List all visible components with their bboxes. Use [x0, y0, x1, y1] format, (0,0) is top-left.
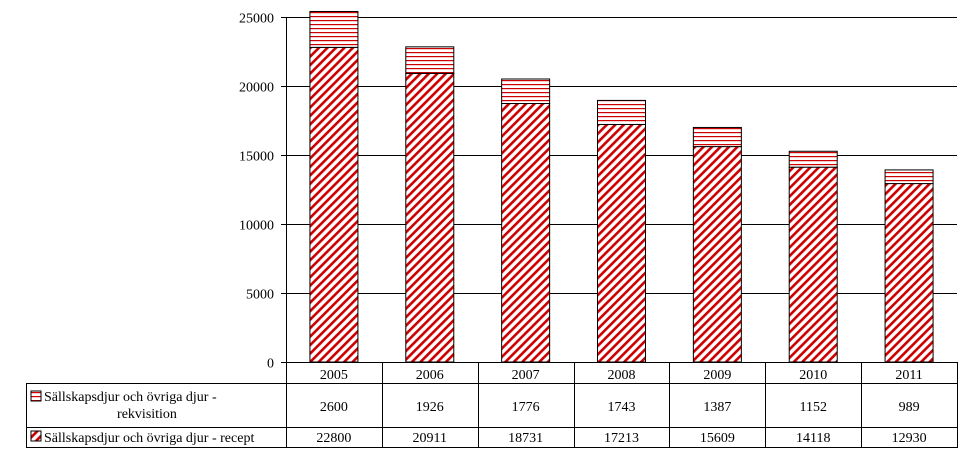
bar-recept	[692, 146, 742, 363]
x-category-label: 2005	[320, 368, 348, 383]
bar-rekvisition	[405, 46, 455, 74]
bar-rekvisition	[788, 150, 838, 168]
data-label-rekvisition: 1387	[703, 400, 731, 415]
bar-rekvisition	[597, 99, 646, 125]
x-category-label: 2009	[703, 368, 731, 383]
data-label-rekvisition: 1743	[608, 400, 636, 415]
bar-recept	[597, 123, 646, 363]
legend-swatch-recept	[30, 430, 42, 442]
data-label-recept: 17213	[604, 431, 639, 446]
bar-recept	[788, 166, 838, 363]
x-category-label: 2011	[895, 368, 922, 383]
data-label-rekvisition: 2600	[320, 400, 348, 415]
data-label-recept: 15609	[700, 431, 735, 446]
data-label-recept: 22800	[316, 431, 351, 446]
bar-rekvisition	[501, 78, 551, 105]
x-category-label: 2007	[512, 368, 540, 383]
data-label-recept: 18731	[508, 431, 543, 446]
bar-rekvisition	[884, 169, 934, 185]
bar-recept	[884, 183, 934, 363]
data-label-recept: 14118	[796, 431, 830, 446]
legend-label-recept: Sällskapsdjur och övriga djur - recept	[44, 431, 254, 446]
data-label-rekvisition: 1776	[512, 400, 540, 415]
legend-swatch-rekvisition	[30, 390, 42, 402]
legend-label-rekvisition-line2: rekvisition	[117, 407, 177, 422]
bar-recept	[309, 46, 359, 363]
y-tick-label: 15000	[239, 150, 274, 165]
x-category-label: 2010	[799, 368, 827, 383]
data-label-recept: 20911	[413, 431, 447, 446]
data-label-rekvisition: 1926	[416, 400, 444, 415]
y-tick-label: 25000	[239, 12, 274, 27]
legend-label-rekvisition-line1: Sällskapsdjur och övriga djur -	[44, 390, 217, 405]
y-tick-label: 10000	[239, 219, 274, 234]
bars	[309, 10, 934, 363]
bar-rekvisition	[692, 126, 742, 148]
bar-recept	[405, 72, 455, 363]
y-tick-label: 20000	[239, 81, 274, 96]
bar-recept	[501, 103, 551, 363]
x-category-label: 2008	[608, 368, 636, 383]
y-tick-label: 0	[267, 357, 274, 372]
data-label-rekvisition: 989	[899, 400, 920, 415]
x-category-label: 2006	[416, 368, 444, 383]
data-label-rekvisition: 1152	[799, 400, 826, 415]
y-tick-label: 5000	[246, 288, 274, 303]
bar-rekvisition	[309, 10, 359, 48]
axes: 0 5000 10000 15000 20000 25000	[239, 12, 287, 372]
data-label-recept: 12930	[892, 431, 927, 446]
data-table: 2005 2006 2007 2008 2009 2010 2011 Sällskapsdju…	[26, 362, 958, 448]
